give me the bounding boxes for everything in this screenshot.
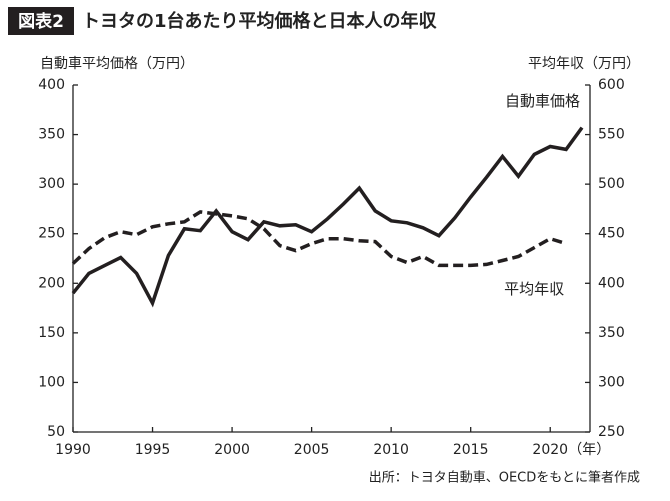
y2-axis-title: 平均年収（万円） xyxy=(528,56,640,72)
series-line xyxy=(71,210,567,268)
series-label: 自動車価格 xyxy=(505,92,580,110)
y-tick-label: 50 xyxy=(47,424,65,440)
figure-label: 図表2 xyxy=(18,11,64,32)
y2-tick-label: 600 xyxy=(598,77,625,93)
y2-tick-label: 550 xyxy=(598,127,625,143)
x-tick-label: 2020 xyxy=(532,442,568,458)
y2-tick-label: 350 xyxy=(598,325,625,341)
y2-tick-label: 250 xyxy=(598,424,625,440)
y2-tick-label: 500 xyxy=(598,176,625,192)
y-tick-label: 100 xyxy=(38,374,65,390)
y-tick-label: 200 xyxy=(38,275,65,291)
y-tick-label: 250 xyxy=(38,226,65,242)
x-tick-label: 1995 xyxy=(135,442,171,458)
x-unit-label: （年） xyxy=(568,442,610,458)
y-tick-label: 150 xyxy=(38,325,65,341)
y2-tick-label: 300 xyxy=(598,374,625,390)
y2-tick-label: 400 xyxy=(598,275,625,291)
series-label: 平均年収 xyxy=(504,280,564,298)
y-tick-label: 350 xyxy=(38,127,65,143)
label-box xyxy=(8,7,74,35)
chart-title: トヨタの1台あたり平均価格と日本人の年収 xyxy=(82,10,438,32)
x-tick-label: 2005 xyxy=(294,442,330,458)
series-line xyxy=(71,126,584,308)
y-axis-title: 自動車平均価格（万円） xyxy=(40,55,194,72)
x-tick-label: 2000 xyxy=(214,442,250,458)
x-tick-label: 2015 xyxy=(453,442,489,458)
x-tick-label: 2010 xyxy=(373,442,409,458)
y-tick-label: 400 xyxy=(38,77,65,93)
x-tick-label: 1990 xyxy=(55,442,91,458)
y-tick-label: 300 xyxy=(38,176,65,192)
source: 出所：トヨタ自動車、OECDをもとに筆者作成 xyxy=(369,471,640,486)
y2-tick-label: 450 xyxy=(598,226,625,242)
